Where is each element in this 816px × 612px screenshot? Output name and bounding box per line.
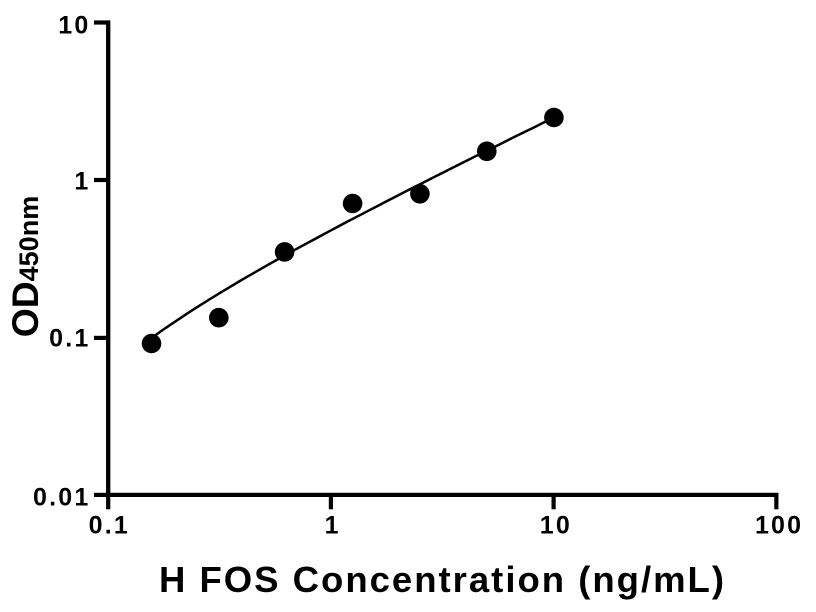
svg-text:0.1: 0.1 — [89, 511, 130, 539]
svg-text:H FOS Concentration (ng/mL): H FOS Concentration (ng/mL) — [159, 559, 726, 600]
svg-text:100: 100 — [755, 511, 803, 539]
svg-text:0.1: 0.1 — [49, 325, 90, 353]
svg-text:10: 10 — [58, 12, 90, 40]
svg-text:1: 1 — [325, 511, 341, 539]
svg-text:10: 10 — [540, 511, 572, 539]
svg-text:0.01: 0.01 — [33, 483, 90, 511]
svg-text:1: 1 — [74, 167, 90, 195]
